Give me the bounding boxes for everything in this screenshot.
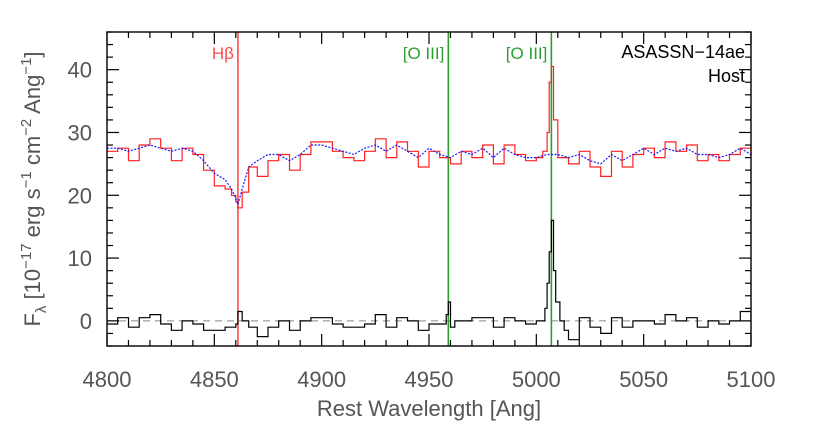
emission-line-markers <box>237 32 553 346</box>
y-axis-title-unit-open: [10 <box>20 269 45 306</box>
y-axis-title-exp-3: −2 <box>18 119 35 136</box>
y-axis-title-exp-2: −1 <box>18 171 35 188</box>
y-axis-title-unit-erg: erg s <box>20 188 45 243</box>
object-name-label: ASASSN−14ae <box>621 42 745 62</box>
emission-line-label-1: [O III] <box>403 44 445 63</box>
y-axis-title-exp-1: −17 <box>18 243 35 268</box>
x-tick-label: 4900 <box>297 367 346 392</box>
y-tick-label: 10 <box>68 246 92 271</box>
y-axis-title-unit-ang: Ang <box>20 75 45 119</box>
axis-ticks <box>106 31 752 347</box>
x-tick-label: 4800 <box>83 367 132 392</box>
y-axis-title-subscript: λ <box>33 305 50 313</box>
model-spectrum-line <box>107 144 751 207</box>
x-tick-label: 4950 <box>405 367 454 392</box>
x-tick-label: 4850 <box>190 367 239 392</box>
plot-area <box>107 32 751 346</box>
x-tick-label: 5100 <box>727 367 776 392</box>
y-axis-title-unit-close: ] <box>20 51 45 57</box>
emission-line-label-0: Hβ <box>212 44 234 63</box>
x-tick-label: 5050 <box>619 367 668 392</box>
y-axis-title-symbol: F <box>20 313 45 326</box>
y-tick-label: 40 <box>68 58 92 83</box>
series-layer <box>107 32 751 346</box>
y-axis-title-unit-cm: cm <box>20 136 45 171</box>
object-type-label: Host <box>708 66 745 86</box>
y-axis-title-exp-4: −1 <box>18 58 35 75</box>
x-axis-title: Rest Wavelength [Ang] <box>317 396 541 421</box>
y-tick-labels: 0 10 20 30 40 <box>68 58 92 334</box>
y-axis-title: Fλ [10−17 erg s−1 cm−2 Ang−1] <box>18 51 50 326</box>
y-tick-label: 20 <box>68 183 92 208</box>
y-tick-label: 30 <box>68 120 92 145</box>
y-tick-label: 0 <box>80 309 92 334</box>
residual-spectrum-line <box>107 219 751 341</box>
x-tick-label: 5000 <box>512 367 561 392</box>
x-tick-labels: 4800 4850 4900 4950 5000 5050 5100 <box>83 367 776 392</box>
emission-line-labels: Hβ [O III] [O III] <box>212 44 547 63</box>
emission-line-label-2: [O III] <box>506 44 548 63</box>
